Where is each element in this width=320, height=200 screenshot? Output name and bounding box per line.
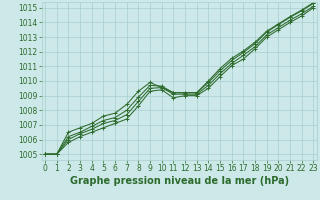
X-axis label: Graphe pression niveau de la mer (hPa): Graphe pression niveau de la mer (hPa)	[70, 176, 289, 186]
